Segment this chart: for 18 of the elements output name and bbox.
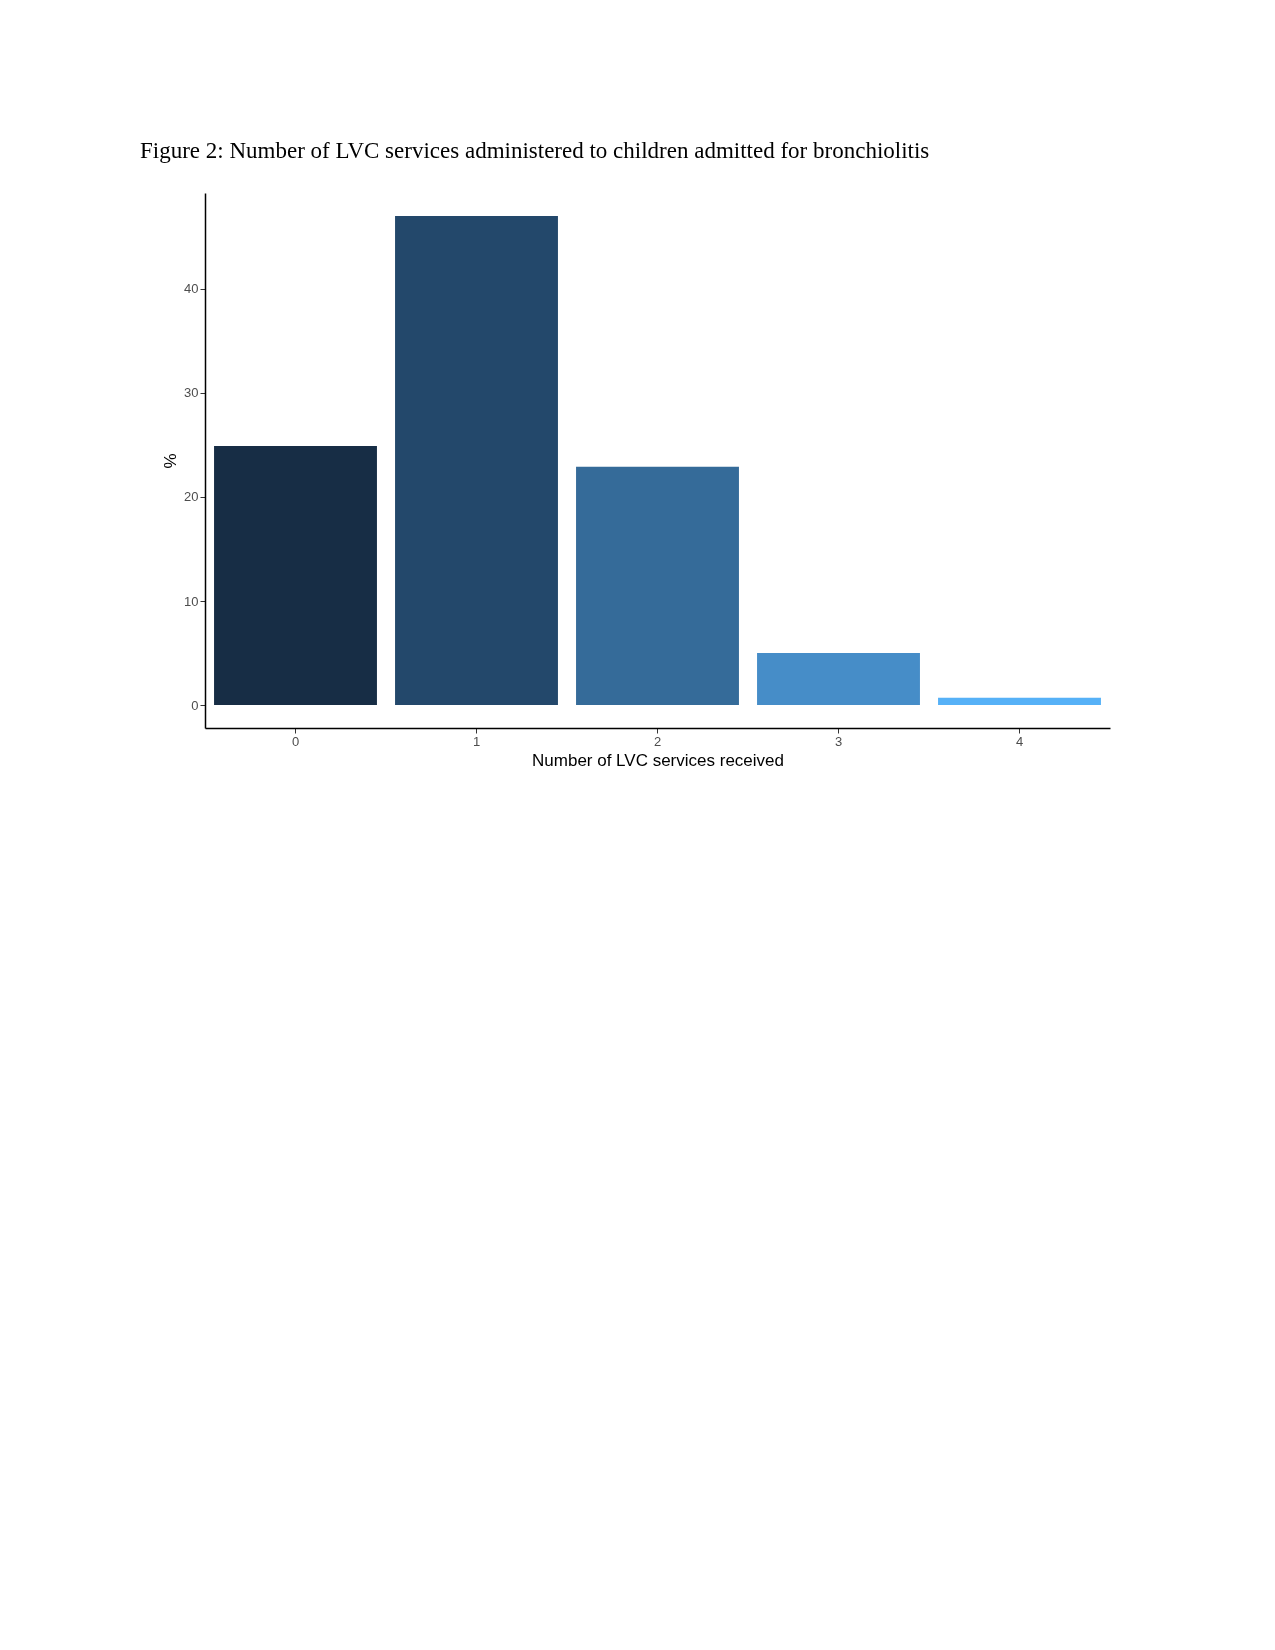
x-axis-title: Number of LVC services received: [532, 750, 784, 770]
x-tick-label: 0: [291, 733, 300, 749]
bar: [576, 466, 739, 706]
x-tick-label: 3: [834, 733, 843, 749]
y-tick-label: 0: [191, 697, 199, 713]
y-tick-label: 30: [184, 385, 199, 401]
bar: [757, 653, 920, 706]
bar: [214, 445, 377, 706]
x-tick-label: 1: [472, 733, 481, 749]
y-axis-title: %: [161, 453, 181, 469]
chart-title: Figure 2: Number of LVC services administered to children admitted for bronchiolitis: [140, 138, 930, 163]
x-tick-label: 4: [1015, 733, 1024, 749]
bar: [395, 215, 558, 706]
bar: [938, 697, 1101, 706]
y-tick-label: 10: [184, 593, 199, 609]
x-tick-label: 2: [653, 733, 662, 749]
y-tick-label: 20: [184, 489, 199, 505]
y-tick-label: 40: [184, 281, 199, 297]
